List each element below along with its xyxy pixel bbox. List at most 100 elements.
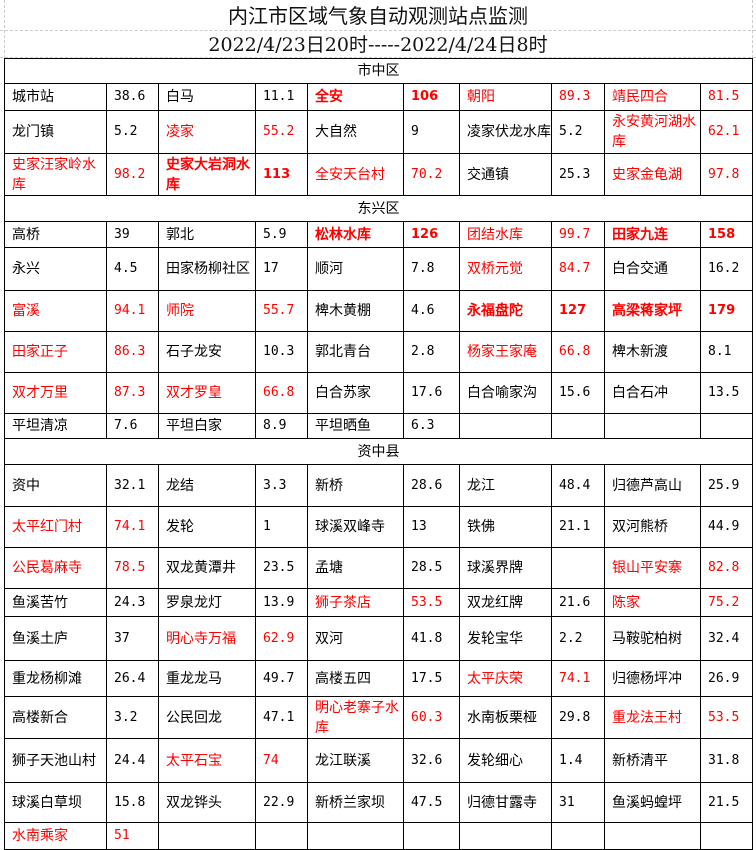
rainfall-value: 51 bbox=[106, 822, 159, 850]
rainfall-value: 29.8 bbox=[551, 696, 605, 739]
rainfall-value: 158 bbox=[700, 221, 753, 248]
rainfall-value: 179 bbox=[700, 290, 753, 332]
station-name: 发轮宝华 bbox=[459, 616, 552, 661]
rainfall-value: 15.6 bbox=[551, 372, 605, 414]
time-range: 2022/4/23日20时-----2022/4/24日8时 bbox=[0, 30, 756, 58]
rainfall-value: 21.5 bbox=[700, 782, 753, 823]
station-name: 公民回龙 bbox=[158, 696, 256, 739]
station-name: 发轮 bbox=[158, 506, 256, 548]
table-row: 高桥 39 郭北 5.9 松林水库 126 团结水库 99.7 田家九连 158 bbox=[4, 221, 753, 248]
table-row: 田家正子 86.3 石子龙安 10.3 郭北青台 2.8 杨家王家庵 66.8 椑木新渡 8.1 bbox=[4, 331, 753, 373]
rainfall-value: 53.5 bbox=[700, 696, 753, 739]
table-row: 鱼溪苦竹 24.3 罗泉龙灯 13.9 狮子茶店 53.5 双龙红牌 21.6 陈家 75.2 bbox=[4, 588, 753, 617]
station-name: 新桥兰家坝 bbox=[307, 782, 404, 823]
station-name: 太平石宝 bbox=[158, 738, 256, 783]
rainfall-value bbox=[551, 413, 605, 439]
section-title: 市中区 bbox=[4, 58, 753, 84]
rainfall-value bbox=[700, 413, 753, 439]
station-name: 公民葛麻寺 bbox=[4, 547, 107, 589]
rainfall-value: 74 bbox=[255, 738, 308, 783]
rainfall-value: 5.9 bbox=[255, 221, 308, 248]
station-name: 高楼五四 bbox=[307, 660, 404, 697]
rainfall-value: 4.6 bbox=[403, 290, 460, 332]
page-title: 内江市区域气象自动观测站点监测 bbox=[0, 0, 756, 31]
station-name: 靖民四合 bbox=[604, 83, 701, 111]
section-header-row: 资中县 bbox=[4, 438, 753, 465]
rainfall-value: 49.7 bbox=[255, 660, 308, 697]
station-name bbox=[307, 822, 404, 850]
station-name: 资中 bbox=[4, 464, 107, 507]
station-name: 罗泉龙灯 bbox=[158, 588, 256, 617]
rainfall-value: 23.5 bbox=[255, 547, 308, 589]
table-row: 狮子天池山村 24.4 太平石宝 74 龙江联溪 32.6 发轮细心 1.4 新桥清平 31.8 bbox=[4, 738, 753, 783]
rainfall-value: 84.7 bbox=[551, 247, 605, 291]
table-row: 双才万里 87.3 双才罗皇 66.8 白合苏家 17.6 白合喻家沟 15.6 白合石冲 13.… bbox=[4, 372, 753, 414]
rainfall-value: 25.9 bbox=[700, 464, 753, 507]
station-name: 富溪 bbox=[4, 290, 107, 332]
station-name: 史家金龟湖 bbox=[604, 153, 701, 196]
rainfall-value: 6.3 bbox=[403, 413, 460, 439]
station-name: 双河熊桥 bbox=[604, 506, 701, 548]
rainfall-value: 16.2 bbox=[700, 247, 753, 291]
table-row: 史家汪家岭水库 98.2 史家大岩洞水库 113 全安天台村 70.2 交通镇 25.3 史家金… bbox=[4, 153, 753, 196]
rainfall-value bbox=[551, 822, 605, 850]
rainfall-table: 市中区 城市站 38.6 白马 11.1 全安 106 朝阳 89.3 靖民四合 81.5 龙门镇 5.… bbox=[4, 58, 753, 850]
station-name: 双桥元觉 bbox=[459, 247, 552, 291]
station-name: 凌家 bbox=[158, 110, 256, 154]
table-row: 水南乘家 51 bbox=[4, 822, 753, 850]
rainfall-value: 21.6 bbox=[551, 588, 605, 617]
rainfall-value: 53.5 bbox=[403, 588, 460, 617]
rainfall-value: 55.2 bbox=[255, 110, 308, 154]
station-name: 杨家王家庵 bbox=[459, 331, 552, 373]
station-name: 高桥 bbox=[4, 221, 107, 248]
station-name: 平坦晒鱼 bbox=[307, 413, 404, 439]
station-name: 鱼溪苦竹 bbox=[4, 588, 107, 617]
station-name: 大自然 bbox=[307, 110, 404, 154]
station-name: 银山平安寨 bbox=[604, 547, 701, 589]
station-name: 双才罗皇 bbox=[158, 372, 256, 414]
rainfall-value: 10.3 bbox=[255, 331, 308, 373]
station-name bbox=[459, 822, 552, 850]
station-name: 双才万里 bbox=[4, 372, 107, 414]
station-name: 平坦清凉 bbox=[4, 413, 107, 439]
table-row: 太平红门村 74.1 发轮 1 球溪双峰寺 13 铁佛 21.1 双河熊桥 44.9 bbox=[4, 506, 753, 548]
station-name: 龙门镇 bbox=[4, 110, 107, 154]
station-name: 永兴 bbox=[4, 247, 107, 291]
station-name: 白合石冲 bbox=[604, 372, 701, 414]
rainfall-value: 28.5 bbox=[403, 547, 460, 589]
table-row: 高楼新合 3.2 公民回龙 47.1 明心老寨子水库 60.3 水南板栗桠 29.8 重龙法王村… bbox=[4, 696, 753, 739]
station-name: 重龙龙马 bbox=[158, 660, 256, 697]
station-name: 郭北 bbox=[158, 221, 256, 248]
rainfall-value: 87.3 bbox=[106, 372, 159, 414]
rainfall-value: 17.5 bbox=[403, 660, 460, 697]
rainfall-value: 86.3 bbox=[106, 331, 159, 373]
rainfall-value: 3.2 bbox=[106, 696, 159, 739]
station-name: 凌家伏龙水库 bbox=[459, 110, 552, 154]
station-name: 龙结 bbox=[158, 464, 256, 507]
rainfall-value: 89.3 bbox=[551, 83, 605, 111]
table-row: 公民葛麻寺 78.5 双龙黄潭井 23.5 孟塘 28.5 球溪界牌 银山平安寨 82.8 bbox=[4, 547, 753, 589]
rainfall-value: 41.8 bbox=[403, 616, 460, 661]
station-name: 团结水库 bbox=[459, 221, 552, 248]
rainfall-value: 106 bbox=[403, 83, 460, 111]
station-name: 球溪双峰寺 bbox=[307, 506, 404, 548]
rainfall-value: 82.8 bbox=[700, 547, 753, 589]
station-name: 史家大岩洞水库 bbox=[158, 153, 256, 196]
station-name: 双河 bbox=[307, 616, 404, 661]
rainfall-value: 32.6 bbox=[403, 738, 460, 783]
rainfall-value: 62.1 bbox=[700, 110, 753, 154]
table-row: 城市站 38.6 白马 11.1 全安 106 朝阳 89.3 靖民四合 81.5 bbox=[4, 83, 753, 111]
station-name: 重龙杨柳滩 bbox=[4, 660, 107, 697]
rainfall-value: 47.5 bbox=[403, 782, 460, 823]
rainfall-value: 25.3 bbox=[551, 153, 605, 196]
table-row: 富溪 94.1 师院 55.7 椑木黄棚 4.6 永福盘陀 127 高梁蒋家坪 179 bbox=[4, 290, 753, 332]
rainfall-value: 74.1 bbox=[551, 660, 605, 697]
rainfall-value: 31.8 bbox=[700, 738, 753, 783]
station-name: 石子龙安 bbox=[158, 331, 256, 373]
rainfall-value: 3.3 bbox=[255, 464, 308, 507]
table-row: 鱼溪土庐 37 明心寺万福 62.9 双河 41.8 发轮宝华 2.2 马鞍驼柏树 32.4 bbox=[4, 616, 753, 661]
rainfall-value: 60.3 bbox=[403, 696, 460, 739]
rainfall-value: 24.4 bbox=[106, 738, 159, 783]
rainfall-value: 28.6 bbox=[403, 464, 460, 507]
table-row: 龙门镇 5.2 凌家 55.2 大自然 9 凌家伏龙水库 5.2 永安黄河湖水库 62.1 bbox=[4, 110, 753, 154]
